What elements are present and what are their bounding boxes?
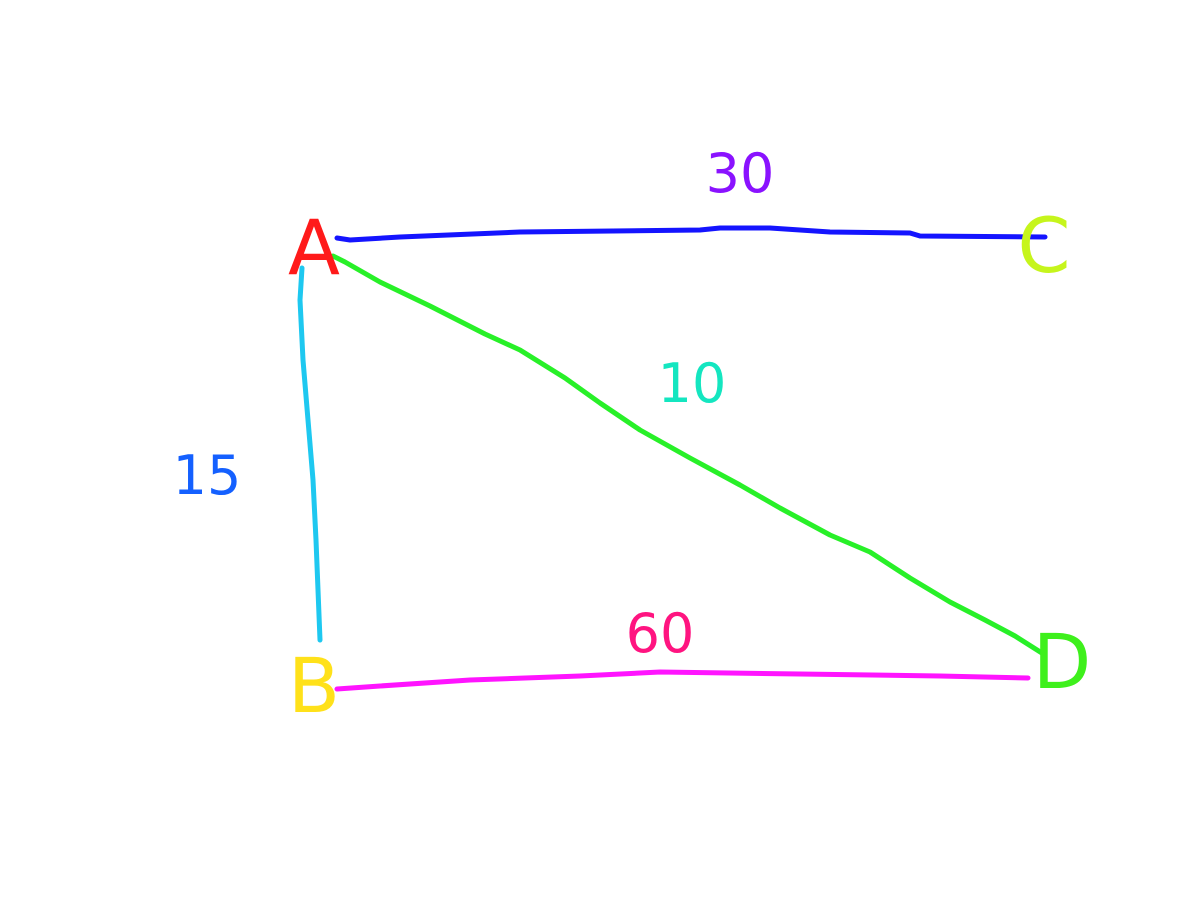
node-d-label: D: [1033, 617, 1092, 706]
edge-a-d: [330, 253, 1048, 658]
edge-a-c: [334, 225, 1048, 243]
edge-a-b-weight: 15: [173, 444, 242, 507]
edge-b-d: [334, 669, 1031, 692]
node-b-label: B: [288, 641, 340, 730]
node-a-label: A: [288, 203, 340, 292]
edge-a-d-weight: 10: [658, 352, 727, 415]
edge-a-b: [297, 265, 323, 643]
edge-b-d-weight: 60: [626, 602, 695, 665]
node-c-label: C: [1017, 201, 1070, 290]
edge-a-c-weight: 30: [706, 142, 775, 205]
